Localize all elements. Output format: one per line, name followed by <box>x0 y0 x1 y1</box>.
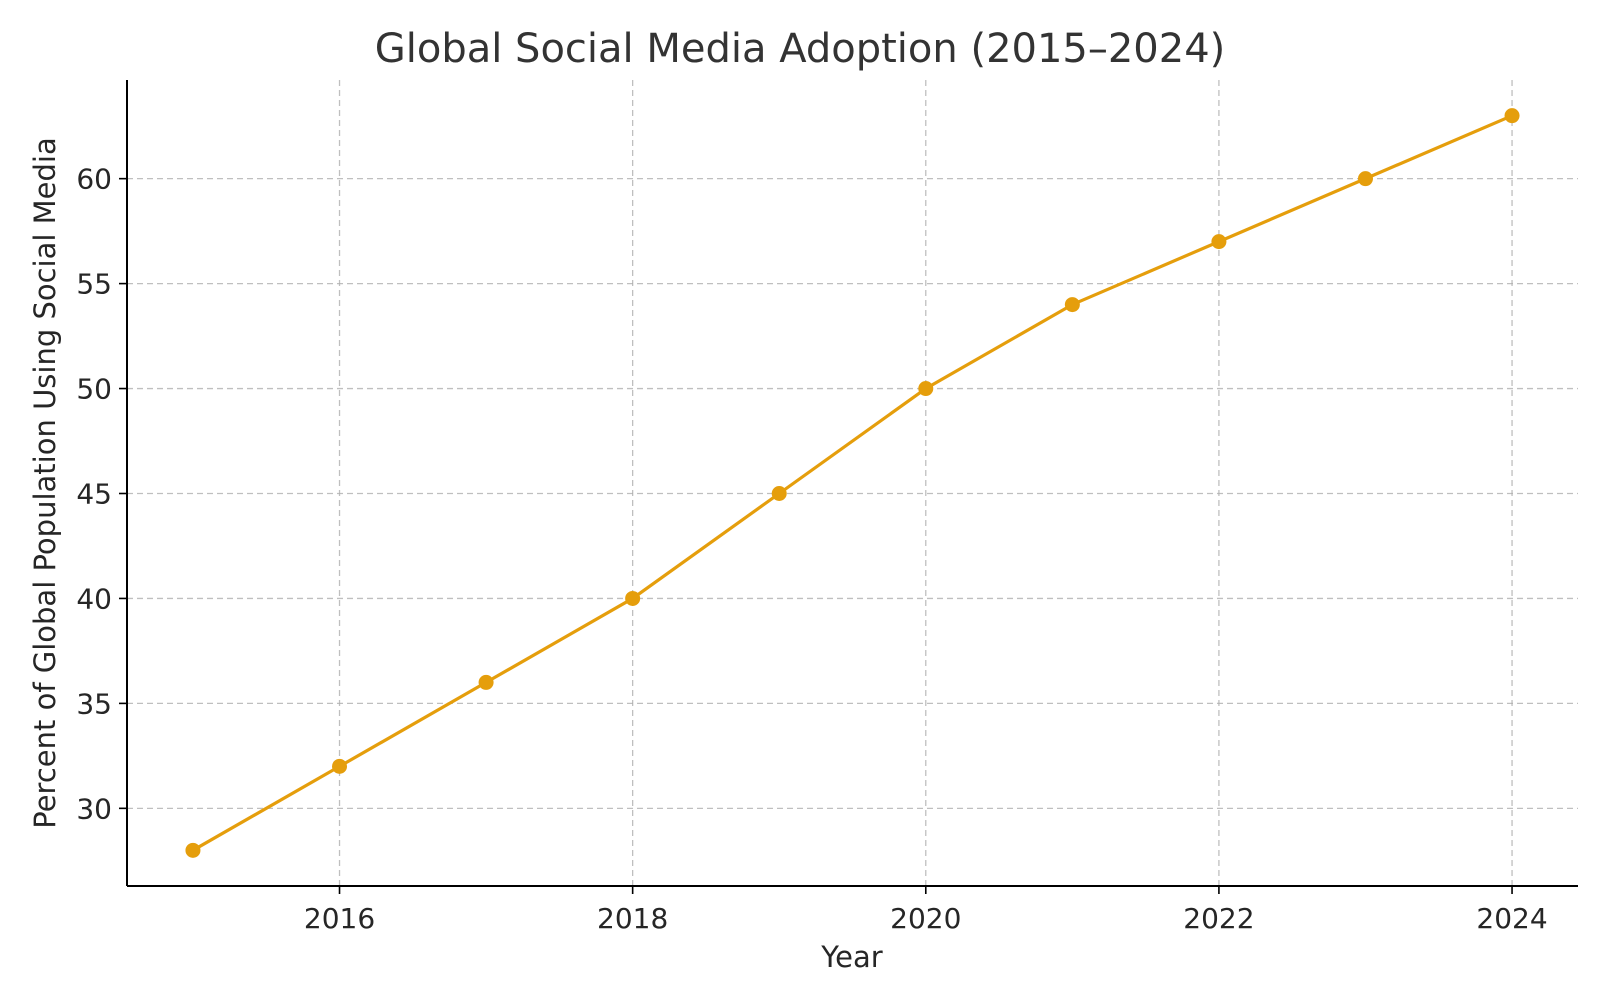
chart-title: Global Social Media Adoption (2015–2024) <box>375 26 1226 72</box>
x-tick-label-2018: 2018 <box>597 902 668 935</box>
y-tick-label-45: 45 <box>76 477 112 510</box>
x-axis-label: Year <box>820 940 882 974</box>
data-point-2023 <box>1357 171 1373 187</box>
data-point-2018 <box>625 590 641 606</box>
y-tick-label-35: 35 <box>76 687 112 720</box>
data-point-2017 <box>478 674 494 690</box>
data-point-2020 <box>918 381 934 397</box>
x-tick-label-2024: 2024 <box>1476 902 1547 935</box>
y-tick-label-50: 50 <box>76 373 112 406</box>
y-axis-label: Percent of Global Population Using Socia… <box>28 137 62 829</box>
data-point-2015 <box>185 842 201 858</box>
x-tick-label-2022: 2022 <box>1183 902 1254 935</box>
y-tick-label-30: 30 <box>76 792 112 825</box>
y-tick-label-60: 60 <box>76 163 112 196</box>
x-tick-label-2020: 2020 <box>890 902 961 935</box>
y-tick-label-40: 40 <box>76 582 112 615</box>
data-point-2022 <box>1211 234 1227 250</box>
data-point-2021 <box>1064 297 1080 313</box>
axes <box>126 80 1578 887</box>
data-point-2019 <box>771 485 787 501</box>
grid <box>127 80 1578 886</box>
ticks: 2016 2018 2020 2022 2024 30 35 40 45 50 55 60 <box>76 163 1547 935</box>
data-point-2016 <box>332 758 348 774</box>
y-tick-label-55: 55 <box>76 268 112 301</box>
series-line-0 <box>191 114 1514 852</box>
x-tick-label-2016: 2016 <box>304 902 375 935</box>
data-point-2024 <box>1504 108 1520 124</box>
series <box>185 108 1520 858</box>
